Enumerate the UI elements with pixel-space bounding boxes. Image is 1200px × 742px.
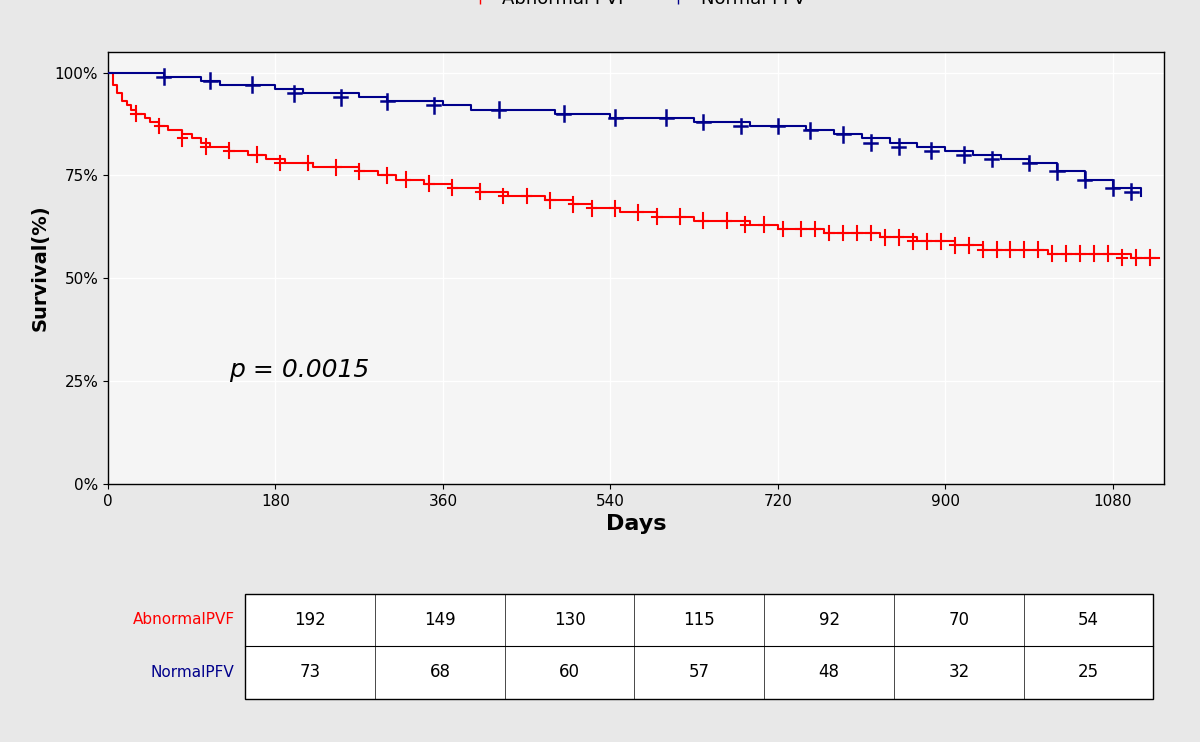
Text: 32: 32 bbox=[948, 663, 970, 681]
Text: 73: 73 bbox=[300, 663, 320, 681]
Text: 48: 48 bbox=[818, 663, 840, 681]
Text: 25: 25 bbox=[1078, 663, 1099, 681]
X-axis label: Days: Days bbox=[606, 514, 666, 534]
Y-axis label: Survival(%): Survival(%) bbox=[30, 205, 49, 332]
Text: AbnormalPVF: AbnormalPVF bbox=[132, 612, 235, 628]
Text: 115: 115 bbox=[684, 611, 715, 629]
Text: NormalPFV: NormalPFV bbox=[151, 665, 235, 680]
Text: 130: 130 bbox=[553, 611, 586, 629]
Text: p = 0.0015: p = 0.0015 bbox=[229, 358, 370, 382]
Text: 68: 68 bbox=[430, 663, 450, 681]
FancyBboxPatch shape bbox=[245, 594, 1153, 699]
Text: 192: 192 bbox=[294, 611, 326, 629]
Text: 57: 57 bbox=[689, 663, 710, 681]
Legend: Abnormal PVF, Normal PFV: Abnormal PVF, Normal PFV bbox=[460, 0, 812, 16]
Text: 70: 70 bbox=[948, 611, 970, 629]
Text: 60: 60 bbox=[559, 663, 580, 681]
Text: 92: 92 bbox=[818, 611, 840, 629]
Text: 149: 149 bbox=[424, 611, 456, 629]
Text: 54: 54 bbox=[1078, 611, 1099, 629]
